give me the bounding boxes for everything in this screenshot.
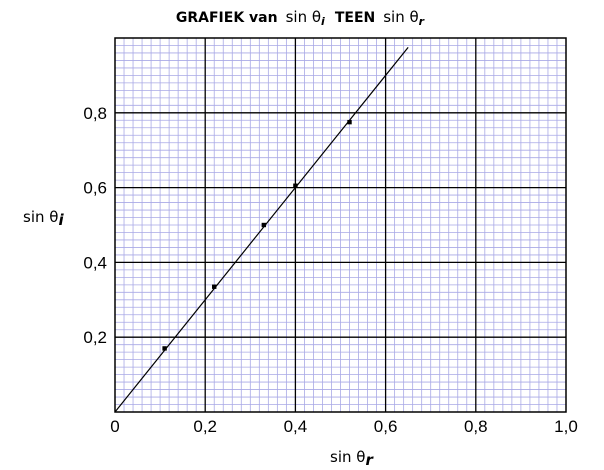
x-tick-label: 1,0 bbox=[554, 417, 578, 436]
major-grid bbox=[115, 38, 566, 412]
y-tick-label: 0,2 bbox=[83, 328, 107, 347]
title-middle: TEEN bbox=[335, 10, 375, 26]
x-tick-label: 0,4 bbox=[284, 417, 308, 436]
title-sub1: i bbox=[321, 15, 325, 28]
title-sym1: sin θ bbox=[286, 8, 321, 26]
y-tick-label: 0,4 bbox=[83, 253, 107, 272]
plot-area bbox=[114, 37, 567, 413]
data-point-1 bbox=[162, 346, 167, 351]
x-axis-label-sub: r bbox=[365, 451, 374, 469]
y-tick-labels: 0,2 0,4 0,6 0,8 bbox=[83, 104, 107, 347]
title-prefix: GRAFIEK van bbox=[176, 10, 278, 26]
x-tick-label: 0,8 bbox=[464, 417, 488, 436]
fit-line bbox=[114, 46, 409, 413]
y-tick-label: 0,6 bbox=[83, 179, 107, 198]
chart-title: GRAFIEK van sin θi TEEN sin θr bbox=[176, 8, 425, 29]
x-axis-label: sin θr bbox=[330, 448, 374, 469]
y-axis-label-sub: i bbox=[58, 211, 64, 229]
plot-frame bbox=[114, 37, 567, 413]
title-sym2: sin θ bbox=[383, 8, 418, 26]
data-point-2 bbox=[212, 284, 217, 289]
y-axis-label: sin θi bbox=[23, 208, 64, 229]
y-axis-label-main: sin θ bbox=[23, 208, 58, 226]
title-sub2: r bbox=[419, 15, 425, 28]
minor-grid bbox=[115, 38, 566, 412]
x-tick-label: 0 bbox=[110, 417, 119, 436]
data-point-3 bbox=[261, 222, 267, 228]
y-tick-label: 0,8 bbox=[83, 104, 107, 123]
data-point-5 bbox=[347, 119, 352, 125]
x-tick-labels: 0 0,2 0,4 0,6 0,8 1,0 bbox=[110, 417, 578, 436]
x-tick-label: 0,6 bbox=[374, 417, 398, 436]
x-axis-label-main: sin θ bbox=[330, 448, 365, 466]
x-tick-label: 0,2 bbox=[193, 417, 217, 436]
data-point-4 bbox=[293, 183, 298, 188]
